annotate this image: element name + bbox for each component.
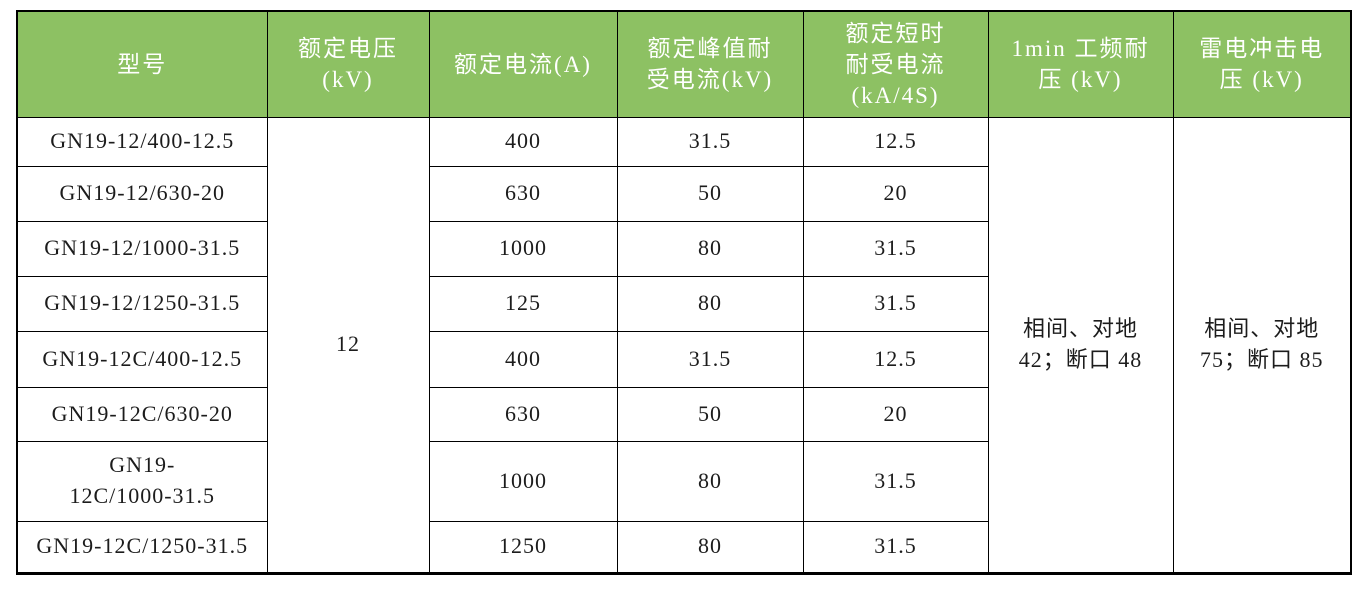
cell-peak-withstand: 31.5 xyxy=(616,330,804,388)
cell-rated-current: 1000 xyxy=(428,220,618,277)
cell-short-time-withstand: 31.5 xyxy=(802,220,989,277)
col-header-lightning-impulse: 雷电冲击电 压 (kV) xyxy=(1172,10,1352,118)
col-header-rated-current: 额定电流(A) xyxy=(428,10,618,118)
table-row: GN19-12/400-12.5 12 400 31.5 12.5 相间、对地 … xyxy=(16,116,1352,574)
cell-model: GN19-12C/400-12.5 xyxy=(16,330,268,388)
header-row: 型号 额定电压 (kV) 额定电流(A) 额定峰值耐 受电流(kV) 额定短时 … xyxy=(16,10,1352,118)
table-row: GN19-12/1000-31.5 1000 80 31.5 xyxy=(16,220,1351,277)
cell-model: GN19-12/400-12.5 xyxy=(16,116,268,167)
table-row: GN19-12C/400-12.5 400 31.5 12.5 xyxy=(16,330,1351,388)
cell-rated-current: 630 xyxy=(428,386,618,442)
cell-model: GN19-12C/630-20 xyxy=(16,386,268,442)
cell-model: GN19-12C/1250-31.5 xyxy=(16,520,268,574)
cell-peak-withstand: 80 xyxy=(616,520,804,574)
cell-short-time-withstand: 31.5 xyxy=(802,275,989,332)
cell-peak-withstand: 50 xyxy=(616,386,804,442)
cell-rated-current: 400 xyxy=(428,116,618,167)
cell-lightning-impulse-merged: 相间、对地 75；断口 85 xyxy=(1172,116,1352,574)
cell-short-time-withstand: 20 xyxy=(802,165,989,222)
table-row: GN19- 12C/1000-31.5 1000 80 31.5 xyxy=(16,440,1351,522)
col-header-peak-withstand: 额定峰值耐 受电流(kV) xyxy=(616,10,804,118)
col-header-short-time-withstand: 额定短时 耐受电流 (kA/4S) xyxy=(802,10,989,118)
cell-rated-current: 1000 xyxy=(428,440,618,522)
cell-rated-voltage-merged: 12 xyxy=(266,116,430,574)
cell-model: GN19-12/1250-31.5 xyxy=(16,275,268,332)
cell-rated-current: 125 xyxy=(428,275,618,332)
cell-rated-current: 400 xyxy=(428,330,618,388)
cell-short-time-withstand: 31.5 xyxy=(802,520,989,574)
cell-model: GN19-12/1000-31.5 xyxy=(16,220,268,277)
cell-rated-current: 630 xyxy=(428,165,618,222)
spec-table: 型号 额定电压 (kV) 额定电流(A) 额定峰值耐 受电流(kV) 额定短时 … xyxy=(16,10,1352,575)
cell-peak-withstand: 50 xyxy=(616,165,804,222)
cell-rated-current: 1250 xyxy=(428,520,618,574)
cell-model: GN19- 12C/1000-31.5 xyxy=(16,440,268,522)
col-header-model: 型号 xyxy=(16,10,268,118)
cell-peak-withstand: 80 xyxy=(616,440,804,522)
col-header-power-frequency: 1min 工频耐 压 (kV) xyxy=(987,10,1174,118)
cell-model: GN19-12/630-20 xyxy=(16,165,268,222)
cell-peak-withstand: 80 xyxy=(616,275,804,332)
table-row: GN19-12/630-20 630 50 20 xyxy=(16,165,1351,222)
cell-short-time-withstand: 20 xyxy=(802,386,989,442)
cell-peak-withstand: 31.5 xyxy=(616,116,804,167)
table-row: GN19-12C/1250-31.5 1250 80 31.5 xyxy=(16,520,1351,574)
cell-short-time-withstand: 12.5 xyxy=(802,330,989,388)
table-row: GN19-12C/630-20 630 50 20 xyxy=(16,386,1351,442)
cell-power-frequency-merged: 相间、对地 42；断口 48 xyxy=(987,116,1174,574)
col-header-rated-voltage: 额定电压 (kV) xyxy=(266,10,430,118)
cell-peak-withstand: 80 xyxy=(616,220,804,277)
cell-short-time-withstand: 12.5 xyxy=(802,116,989,167)
cell-short-time-withstand: 31.5 xyxy=(802,440,989,522)
